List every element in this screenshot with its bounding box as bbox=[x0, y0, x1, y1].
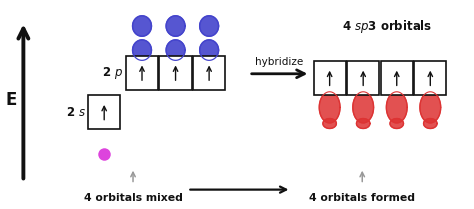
Polygon shape bbox=[319, 92, 340, 123]
Polygon shape bbox=[353, 92, 374, 123]
Polygon shape bbox=[420, 92, 441, 123]
Text: hybridize: hybridize bbox=[255, 57, 304, 67]
Polygon shape bbox=[166, 16, 185, 36]
Text: 2 $\it{p}$: 2 $\it{p}$ bbox=[102, 65, 124, 81]
Polygon shape bbox=[356, 119, 370, 129]
Polygon shape bbox=[133, 16, 152, 36]
Bar bbox=[347, 61, 379, 95]
Text: 4 orbitals mixed: 4 orbitals mixed bbox=[83, 193, 182, 203]
Bar bbox=[126, 56, 158, 90]
Polygon shape bbox=[200, 16, 219, 36]
Polygon shape bbox=[200, 40, 219, 60]
Bar bbox=[159, 56, 191, 90]
Polygon shape bbox=[424, 119, 437, 129]
Polygon shape bbox=[323, 119, 337, 129]
Bar bbox=[314, 61, 346, 95]
Polygon shape bbox=[390, 119, 403, 129]
Polygon shape bbox=[166, 40, 185, 60]
Bar bbox=[414, 61, 447, 95]
Bar bbox=[88, 95, 120, 129]
Text: 4 $\it{sp}$3 orbitals: 4 $\it{sp}$3 orbitals bbox=[342, 18, 432, 35]
Text: E: E bbox=[5, 91, 17, 109]
Text: 4 orbitals formed: 4 orbitals formed bbox=[309, 193, 415, 203]
Polygon shape bbox=[133, 40, 152, 60]
Bar bbox=[381, 61, 413, 95]
Bar bbox=[193, 56, 225, 90]
Polygon shape bbox=[386, 92, 407, 123]
Text: 2 $\it{s}$: 2 $\it{s}$ bbox=[65, 106, 86, 119]
